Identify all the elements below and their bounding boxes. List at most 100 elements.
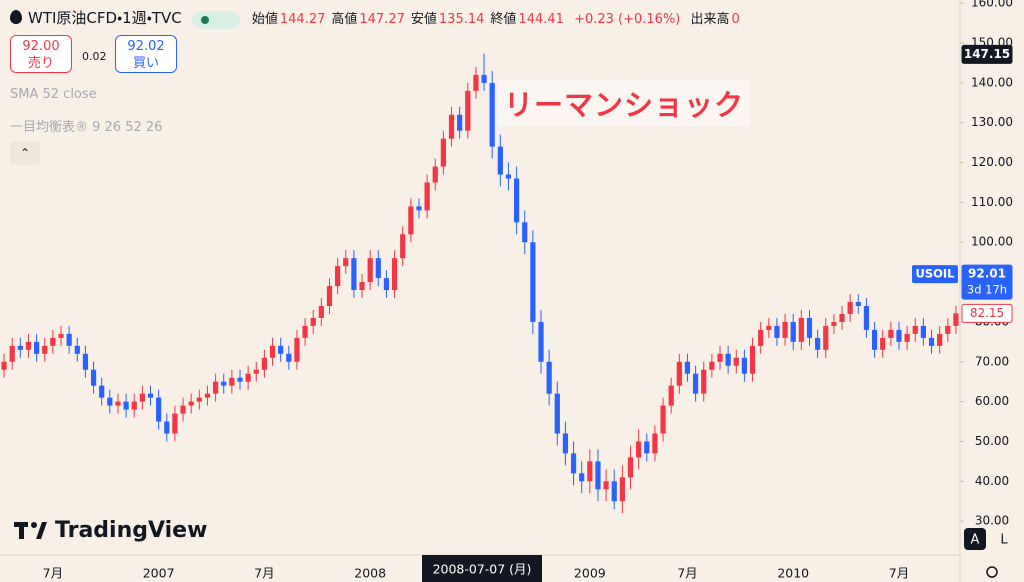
candle-body [595,461,601,490]
symbol-icon [10,10,22,24]
stat-value: 135.14 [438,12,485,27]
candle-body [9,345,15,362]
candle-body [489,82,495,147]
indicator-label[interactable]: 一目均衡表® 9 26 52 26 [10,120,163,135]
candle-body [538,321,544,362]
candle-body [58,333,64,338]
sell-button[interactable]: 92.00 売り [10,35,72,73]
candle-body [253,369,259,374]
candle-body [123,401,129,410]
annotation: リーマンショック [498,80,751,126]
x-tick-label: 7月 [43,566,63,581]
candle-body [416,206,422,211]
log-scale-label[interactable]: L [1000,533,1008,548]
candle-body [823,325,829,350]
candle-body [562,433,569,454]
price-badge [961,303,1013,323]
volume-label: 出来高 [690,12,730,27]
candle-body [432,166,438,183]
candle-body [42,345,48,354]
buy-price[interactable]: 92.02 [127,39,165,54]
collapse-button[interactable]: ⌃ [10,141,40,165]
candle-body [806,317,813,338]
candle-body [920,325,926,338]
candle-body [294,337,300,362]
candle-body [326,286,333,306]
candle-body [546,361,552,394]
symbol-badge-label: USOIL [915,267,955,281]
candle-body [440,138,446,167]
candle-body [229,377,235,386]
candle-body [367,258,373,283]
ohlc-stats: 始値 144.27 高値 147.27 安値 135.14 終値 144.41 [252,12,570,27]
candle-body [34,341,40,354]
candle-body [530,242,536,322]
candles [1,53,959,514]
sell-label[interactable]: 売り [27,56,54,71]
candle-body [619,477,625,502]
buy-label[interactable]: 買い [132,56,159,71]
spread: 0.02 [82,50,107,63]
candle-body [82,353,89,370]
x-tick-label: 7月 [254,566,274,581]
price-badge-label: 147.15 [964,47,1010,61]
candle-body [627,457,634,478]
candle-body [692,373,699,394]
candle-body [579,473,585,482]
status-pill[interactable] [191,10,240,29]
candle-body [400,234,406,259]
candle-body [725,353,731,366]
y-tick-label: 120.00 [971,155,1013,169]
candle-body [212,381,219,394]
buy-button[interactable]: 92.02 買い [115,35,177,73]
candle-body [863,305,870,330]
candle-body [74,345,80,354]
stat-label: 安値 [410,12,437,27]
candle-body [457,114,463,131]
y-tick-label: 130.00 [971,115,1013,129]
settings-icon[interactable] [986,566,998,578]
auto-scale-label[interactable]: A [971,533,980,548]
candle-body [237,377,243,382]
crosshair-badge [422,555,542,582]
candle-body [278,345,284,354]
candle-body [172,413,178,434]
candle-body [66,333,72,346]
candle-body [391,258,398,291]
auto-scale-button[interactable] [964,528,986,550]
candle-body [335,266,341,287]
candle-body [90,369,97,386]
candle-body [741,357,748,374]
y-tick-label: 60.00 [975,394,1009,408]
candle-body [749,345,756,374]
x-tick-label: 7月 [677,566,697,581]
x-tick-label: 2010 [777,566,809,581]
candle-body [782,321,788,338]
x-tick-label: 2008 [354,566,386,581]
symbol-title[interactable]: WTI原油CFD・1週・TVC [28,9,182,27]
candle-body [668,385,674,406]
logo-mark [14,522,47,539]
sell-price[interactable]: 92.00 [22,39,60,54]
crosshair-label: 2008-07-07 (月) [433,562,532,577]
indicator-label[interactable]: SMA 52 close [10,87,97,102]
candle-body [945,325,951,334]
candle-body [522,222,528,243]
candle-body [636,441,642,458]
candle-body [204,393,211,398]
y-tick-label: 40.00 [975,474,1009,488]
candle-body [131,401,137,410]
candle-body [188,401,194,406]
price-badge-label: 92.01 [968,267,1006,281]
candle-body [286,353,292,362]
candle-body [147,393,154,398]
candle-body [733,357,739,366]
candle-body [701,369,707,394]
candle-body [164,421,170,434]
y-tick-label: 110.00 [971,195,1013,209]
x-tick-label: 2009 [574,566,606,581]
candle-body [847,302,853,314]
candle-body [408,206,414,235]
stat-label: 始値 [251,12,278,27]
candle-body [318,305,324,318]
